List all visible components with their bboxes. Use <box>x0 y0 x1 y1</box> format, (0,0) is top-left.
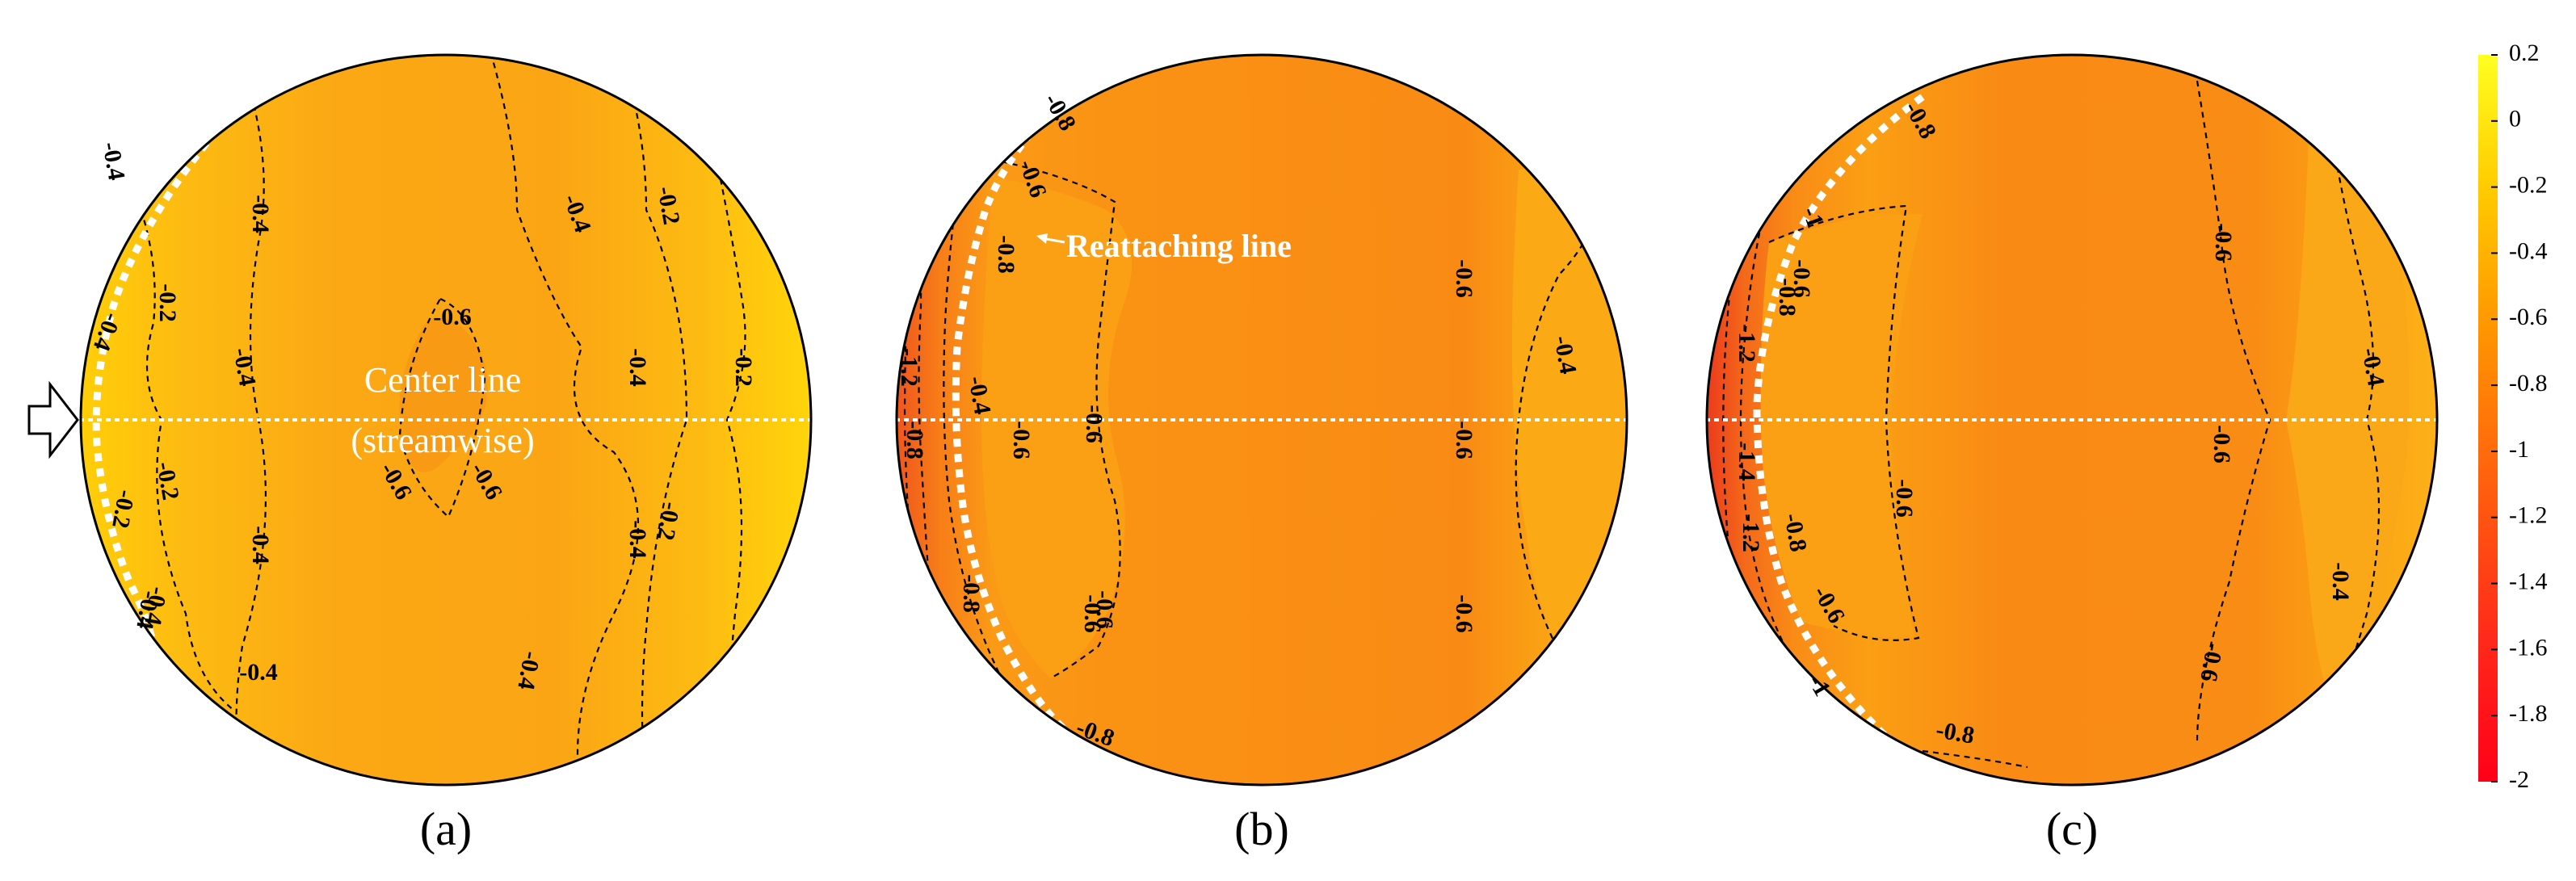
contour-label: -0.8 <box>958 574 985 613</box>
panel-b: -0.8-0.6-0.8-0.6-1.2-0.4-0.8 -0.6-0.6-0.6… <box>895 53 1628 855</box>
colorbar-tick-label: -0.4 <box>2509 237 2548 264</box>
contour-line <box>398 297 486 518</box>
contour-label: -0.6 <box>1891 479 1918 518</box>
contour-label: -0.4 <box>228 346 261 388</box>
contour-line <box>1722 185 1771 687</box>
panel-outline <box>79 53 813 787</box>
contour-label: -0.6 <box>2208 425 2235 464</box>
contour-label: -0.8 <box>1934 716 1977 749</box>
contour-label: -0.4 <box>624 520 651 559</box>
contours-c <box>1707 80 2437 769</box>
contour-line <box>1922 749 2028 769</box>
panel-c: -0.8-1-0.8-1.2-0.6-0.6-0.4-1.4-0.6-0.6-1… <box>1705 53 2439 855</box>
contour-label: -0.2 <box>107 488 140 531</box>
colorbar-tick-label: -0.8 <box>2509 370 2548 396</box>
contour-label: -0.4 <box>2327 562 2354 601</box>
contour-label: -0.4 <box>139 585 172 627</box>
colorbar: 0.2 0 -0.2 -0.4 -0.6 -0.8 -1 -1.2 -1.4 -1.6 -1.8 -2 <box>2478 40 2548 793</box>
contour-label: -0.6 <box>1091 590 1118 629</box>
contour-label: -0.6 <box>1788 259 1815 298</box>
contour-label: -0.4 <box>131 589 164 631</box>
colorbar-tick-label: 0 <box>2509 106 2521 132</box>
panel-label-a: (a) <box>420 803 472 855</box>
contour-label: -0.6 <box>1451 421 1477 459</box>
panel-outline <box>1705 53 2439 787</box>
contour-line <box>1739 161 1794 663</box>
contour-line <box>483 55 639 785</box>
contour-label: -0.2 <box>652 500 685 543</box>
contour-label: -0.2 <box>151 459 184 502</box>
contour-label: -0.6 <box>1451 259 1477 298</box>
contour-line <box>701 96 746 768</box>
colorbar-tick-label: -1.2 <box>2509 502 2548 529</box>
colorbar-tick-label: -0.6 <box>2509 304 2548 330</box>
arrow-right-icon <box>27 380 79 459</box>
reattaching-line <box>1753 94 1925 758</box>
contour-label: -0.6 <box>2195 641 2228 684</box>
contour-label: -0.6 <box>433 304 472 330</box>
contour-label: -0.8 <box>1779 511 1812 554</box>
colorbar-tick-label: -1.4 <box>2509 568 2548 594</box>
contour-label: -0.6 <box>1079 594 1106 633</box>
contour-label: -0.4 <box>2356 346 2389 388</box>
contour-line <box>1001 160 1121 679</box>
contour-label: -0.6 <box>1008 421 1035 459</box>
contour-label: -0.6 <box>1451 594 1477 633</box>
center-line-label: Center line <box>364 360 521 400</box>
panel-outline <box>895 53 1628 787</box>
contour-label: -0.4 <box>247 195 274 233</box>
colorbar-gradient <box>2478 55 2498 782</box>
contour-label: -0.6 <box>2210 223 2237 262</box>
arrow-icon <box>1036 233 1048 244</box>
contour-label: -1.2 <box>896 348 922 387</box>
contour-label: -0.6 <box>1081 405 1107 443</box>
contour-label: -0.4 <box>624 348 651 387</box>
contour-line <box>612 55 688 785</box>
reattaching-line-label: Reattaching line <box>1066 228 1292 264</box>
contour-label: -0.4 <box>1549 334 1582 376</box>
region-c-left <box>1760 213 1923 638</box>
colorbar-tick-label: -1.6 <box>2509 634 2548 661</box>
contour-label: -0.2 <box>730 348 757 387</box>
contours-a <box>81 55 811 785</box>
region-low-a <box>399 317 488 472</box>
panel-label-c: (c) <box>2046 803 2098 855</box>
contour-label: -0.2 <box>652 184 685 227</box>
colorbar-ticks: 0.2 0 -0.2 -0.4 -0.6 -0.8 -1 -1.2 -1.4 -1.6 -1.8 -2 <box>2491 40 2548 793</box>
colorbar-tick-label: -0.2 <box>2509 172 2548 199</box>
colorbar-tick-label: 0.2 <box>2509 40 2540 66</box>
center-line-label-sub: (streamwise) <box>351 421 534 460</box>
contour-label: -0.4 <box>239 659 278 686</box>
contour-label: -0.2 <box>154 283 181 322</box>
contour-label: -0.8 <box>1774 278 1801 317</box>
colorbar-tick-label: -2 <box>2509 766 2529 793</box>
contour-label: -1.4 <box>1733 443 1760 481</box>
colorbar-tick-label: -1 <box>2509 436 2529 463</box>
contour-label: -0.4 <box>963 374 996 417</box>
panel-label-b: (b) <box>1234 803 1289 855</box>
contour-label: -1.2 <box>1738 514 1764 552</box>
contour-label: -0.4 <box>247 526 274 564</box>
contour-label: -0.4 <box>97 140 130 182</box>
contour-label: -0.8 <box>901 421 928 459</box>
region-b-left <box>981 178 1133 678</box>
region-c-right <box>2286 97 2410 727</box>
contour-labels-a: -0.4-0.4-0.4-0.2 -0.6-0.4 -0.2-0.4-0.6-0.4… <box>88 140 757 691</box>
contour-label: -0.8 <box>993 235 1019 274</box>
panel-a: -0.4-0.4-0.4-0.2 -0.6-0.4 -0.2-0.4-0.6-0.4… <box>79 53 813 855</box>
colorbar-tick-label: -1.8 <box>2509 700 2548 727</box>
contour-label: -0.4 <box>512 649 545 692</box>
contour-label: -1.2 <box>1733 324 1760 363</box>
reattaching-line <box>952 86 1085 746</box>
contour-line <box>1768 204 1920 641</box>
